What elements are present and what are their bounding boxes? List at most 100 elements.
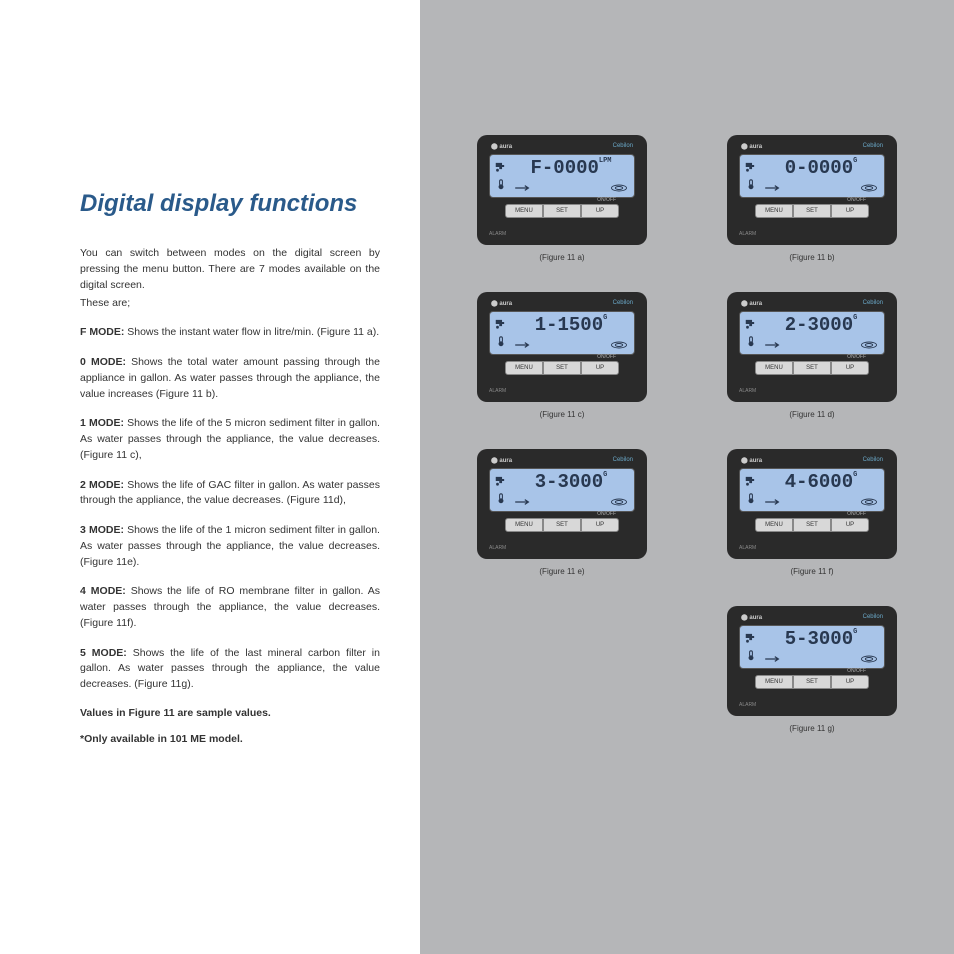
water-icon: [610, 183, 628, 193]
brand-left: ⬤ aura: [491, 143, 512, 150]
brand-right: Cebilon: [863, 614, 883, 621]
onoff-label: ON/OFF: [847, 668, 866, 674]
brand-right: Cebilon: [863, 143, 883, 150]
faucet-icon: [744, 631, 758, 643]
device-buttons: MENUSETUPON/OFF: [485, 518, 639, 532]
device-button-menu[interactable]: MENU: [755, 675, 793, 689]
device-button-menu[interactable]: MENU: [755, 361, 793, 375]
thermometer-icon: [494, 335, 508, 347]
device-buttons: MENUSETUPON/OFF: [735, 361, 889, 375]
mode-block: 3 MODE: Shows the life of the 1 micron s…: [80, 523, 380, 570]
brand-left: ⬤ aura: [491, 457, 512, 464]
faucet-icon: [744, 160, 758, 172]
alarm-label: ALARM: [489, 231, 506, 237]
device-button-menu[interactable]: MENU: [755, 204, 793, 218]
device-button-up[interactable]: UPON/OFF: [581, 361, 619, 375]
device-buttons: MENUSETUPON/OFF: [735, 675, 889, 689]
lcd-bottom-icons: [514, 181, 628, 195]
brand-right: Cebilon: [613, 143, 633, 150]
figure-caption: (Figure 11 a): [539, 253, 584, 262]
lcd-screen: 4-6000G: [739, 468, 885, 512]
figure-caption: (Figure 11 f): [791, 567, 834, 576]
note-model: *Only available in 101 ME model.: [80, 733, 380, 745]
mode-block: 2 MODE: Shows the life of GAC filter in …: [80, 478, 380, 510]
device-button-up[interactable]: UPON/OFF: [831, 518, 869, 532]
onoff-label: ON/OFF: [597, 197, 616, 203]
alarm-label: ALARM: [739, 545, 756, 551]
figure-cell: ⬤ auraCebilon 0-0000G MENUSETUPON/OFFALA…: [717, 135, 907, 282]
thermometer-icon: [744, 178, 758, 190]
lcd-bottom-icons: [764, 181, 878, 195]
lcd-side-icons: [744, 316, 762, 352]
lcd-bottom-icons: [764, 495, 878, 509]
modes-list: F MODE: Shows the instant water flow in …: [80, 325, 380, 693]
mode-label: 0 MODE:: [80, 356, 126, 368]
device-button-up[interactable]: UPON/OFF: [831, 675, 869, 689]
display-device: ⬤ auraCebilon F-0000LPM MENUSETUPON/OFFA…: [477, 135, 647, 245]
lcd-bottom-icons: [514, 338, 628, 352]
arrow-icon: [764, 497, 782, 507]
device-button-up[interactable]: UPON/OFF: [831, 204, 869, 218]
thermometer-icon: [744, 335, 758, 347]
device-button-set[interactable]: SET: [793, 361, 831, 375]
brand-right: Cebilon: [863, 300, 883, 307]
device-button-set[interactable]: SET: [543, 518, 581, 532]
alarm-label: ALARM: [739, 231, 756, 237]
lcd-screen: 2-3000G: [739, 311, 885, 355]
lcd-unit: G: [603, 471, 607, 479]
device-button-set[interactable]: SET: [793, 675, 831, 689]
device-header: ⬤ aura Cebilon: [735, 141, 889, 154]
left-page: Digital display functions You can switch…: [0, 0, 420, 954]
device-button-menu[interactable]: MENU: [505, 518, 543, 532]
arrow-icon: [514, 340, 532, 350]
lcd-unit: G: [603, 314, 607, 322]
thermometer-icon: [494, 178, 508, 190]
lcd-side-icons: [744, 630, 762, 666]
arrow-icon: [514, 497, 532, 507]
device-header: ⬤ auraCebilon: [485, 298, 639, 311]
mode-block: 1 MODE: Shows the life of the 5 micron s…: [80, 416, 380, 463]
water-icon: [610, 497, 628, 507]
device-button-up[interactable]: UPON/OFF: [581, 204, 619, 218]
device-button-up[interactable]: UPON/OFF: [581, 518, 619, 532]
figure-caption: (Figure 11 g): [789, 724, 834, 733]
mode-label: 1 MODE:: [80, 417, 124, 429]
arrow-icon: [764, 654, 782, 664]
faucet-icon: [744, 474, 758, 486]
onoff-label: ON/OFF: [847, 354, 866, 360]
mode-label: 2 MODE:: [80, 479, 124, 491]
device-button-menu[interactable]: MENU: [755, 518, 793, 532]
thermometer-icon: [744, 649, 758, 661]
device-button-set[interactable]: SET: [793, 204, 831, 218]
intro-text: You can switch between modes on the digi…: [80, 246, 380, 293]
device-button-set[interactable]: SET: [543, 361, 581, 375]
mode-text: Shows the life of GAC filter in gallon. …: [80, 479, 380, 507]
onoff-label: ON/OFF: [597, 354, 616, 360]
device-button-set[interactable]: SET: [793, 518, 831, 532]
device-button-up[interactable]: UPON/OFF: [831, 361, 869, 375]
page-title: Digital display functions: [80, 190, 380, 218]
mode-block: 4 MODE: Shows the life of RO membrane fi…: [80, 584, 380, 631]
right-page: ⬤ auraCebilon F-0000LPM MENUSETUPON/OFFA…: [420, 0, 954, 954]
mode-label: F MODE:: [80, 326, 124, 338]
device-buttons: MENUSETUPON/OFF: [485, 361, 639, 375]
lcd-bottom-icons: [514, 495, 628, 509]
device-button-menu[interactable]: MENU: [505, 361, 543, 375]
device-header: ⬤ auraCebilon: [735, 612, 889, 625]
brand-right: Cebilon: [863, 457, 883, 464]
device-button-set[interactable]: SET: [543, 204, 581, 218]
faucet-icon: [494, 317, 508, 329]
lcd-side-icons: [494, 316, 512, 352]
onoff-label: ON/OFF: [847, 197, 866, 203]
onoff-label: ON/OFF: [597, 511, 616, 517]
lcd-bottom-icons: [764, 338, 878, 352]
brand-left: ⬤ aura: [741, 143, 762, 150]
device-button-menu[interactable]: MENU: [505, 204, 543, 218]
device-header: ⬤ auraCebilon: [735, 455, 889, 468]
onoff-label: ON/OFF: [847, 511, 866, 517]
water-icon: [860, 340, 878, 350]
figure-caption: (Figure 11 b): [789, 253, 834, 262]
figure-caption: (Figure 11 e): [539, 567, 584, 576]
lcd-screen: 5-3000G: [739, 625, 885, 669]
brand-right: Cebilon: [613, 457, 633, 464]
